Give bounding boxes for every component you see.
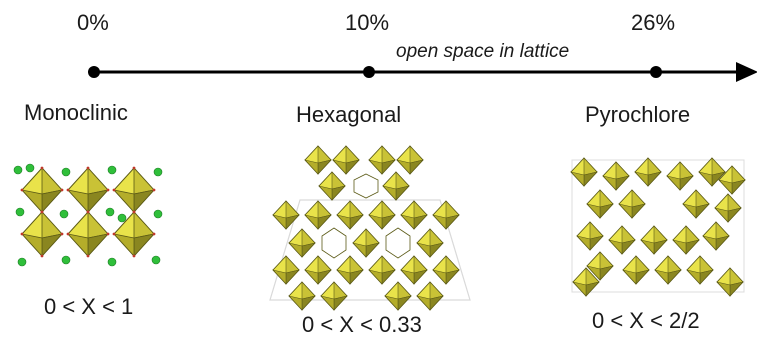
axis-label-10: 10% (345, 10, 390, 35)
axis-label-26: 26% (631, 10, 676, 35)
range-monoclinic: 0 < X < 1 (44, 294, 134, 319)
axis-annotation: open space in lattice (396, 41, 570, 62)
range-pyrochlore: 0 < X < 2/2 (592, 308, 700, 333)
hexagonal-structure (269, 145, 471, 311)
axis-arrowhead (736, 62, 757, 82)
phase-name-hexagonal: Hexagonal (296, 102, 402, 127)
axis-marker-26 (650, 66, 662, 78)
monoclinic-structure (13, 163, 163, 267)
timeline-axis (88, 62, 757, 82)
range-hexagonal: 0 < X < 0.33 (302, 312, 422, 337)
axis-label-0: 0% (77, 10, 109, 35)
phase-name-monoclinic: Monoclinic (24, 100, 128, 125)
axis-marker-0 (88, 66, 100, 78)
phase-name-pyrochlore: Pyrochlore (585, 102, 691, 127)
pyrochlore-structure (570, 157, 746, 297)
axis-marker-10 (363, 66, 375, 78)
